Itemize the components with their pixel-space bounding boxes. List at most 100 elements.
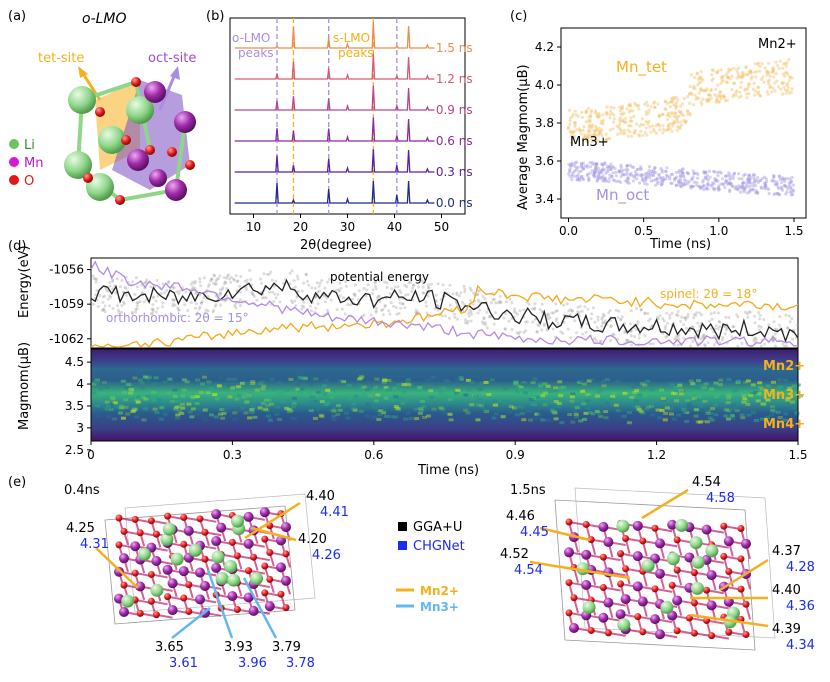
heatmap-cell — [635, 383, 641, 387]
energy-point — [481, 322, 485, 326]
heatmap-cell — [302, 376, 308, 380]
mn-atom — [581, 549, 592, 560]
magmom-point — [737, 95, 741, 99]
magmom-point — [790, 76, 794, 80]
magmom-point — [704, 187, 709, 191]
magmom-point — [654, 124, 658, 128]
energy-point — [354, 283, 357, 287]
li-atom — [689, 536, 703, 550]
heatmap-cell — [257, 406, 263, 410]
magmom-point — [583, 164, 587, 168]
energy-point — [210, 278, 214, 281]
magmom-point — [634, 172, 639, 176]
magmom-point — [717, 187, 722, 191]
heatmap-cell — [523, 387, 529, 391]
magmom-point — [767, 187, 771, 191]
heatmap-cell — [350, 407, 356, 411]
heatmap-cell — [733, 382, 739, 386]
xrd-trace — [234, 180, 435, 204]
energy-point — [651, 342, 655, 346]
magmom-point — [683, 121, 687, 125]
heatmap-cell — [571, 409, 577, 413]
magmom-point — [610, 111, 614, 115]
magmom-point — [670, 122, 674, 126]
energy-point — [414, 311, 418, 314]
magmom-point — [745, 191, 750, 195]
magmom-point — [728, 173, 732, 177]
li-atom — [691, 555, 705, 569]
mn-atom — [119, 607, 129, 617]
magmom-point — [595, 139, 599, 143]
heatmap-cell — [139, 381, 145, 385]
energy-point — [430, 282, 433, 286]
magmom-point — [599, 121, 603, 125]
o-atom — [725, 568, 733, 576]
magmom-point — [673, 121, 677, 125]
heatmap-cell — [397, 385, 403, 389]
magmom-point — [659, 167, 663, 171]
magmom-point — [687, 172, 691, 176]
magmom-point — [571, 130, 575, 134]
heatmap-cell — [764, 416, 770, 420]
magmom-point — [579, 165, 584, 169]
magmom-point — [617, 125, 621, 130]
energy-point — [718, 325, 722, 329]
energy-point — [98, 294, 102, 298]
magmom-point — [695, 72, 699, 76]
potential-energy-label: potential energy — [330, 270, 429, 284]
energy-point — [270, 278, 274, 282]
energy-point — [398, 289, 402, 293]
energy-point — [195, 302, 199, 306]
heatmap-cell — [427, 408, 433, 412]
magmom-point — [720, 177, 725, 181]
magmom-point — [756, 180, 760, 184]
magmom-point — [649, 179, 653, 183]
energy-point — [609, 325, 613, 329]
magmom-point — [643, 182, 647, 186]
energy-point — [316, 290, 319, 294]
energy-point — [490, 301, 493, 305]
magmom-point — [706, 183, 710, 187]
heatmap-cell — [135, 400, 141, 404]
heatmap-cell — [358, 409, 364, 413]
magmom-point — [742, 173, 746, 177]
energy-point — [684, 318, 688, 322]
energy-point — [306, 279, 309, 283]
o-atom — [737, 585, 745, 593]
magmom-point — [784, 64, 788, 68]
magmom-point — [686, 95, 690, 99]
o-atom — [690, 569, 698, 577]
heatmap-cell — [336, 404, 342, 408]
magmom-point — [699, 76, 704, 80]
energy-point — [483, 297, 487, 301]
heatmap-cell — [703, 408, 709, 412]
heatmap-cell — [91, 391, 97, 395]
energy-point — [172, 286, 176, 290]
heatmap-cell — [147, 403, 153, 407]
magmom-point — [652, 129, 656, 133]
magmom-point — [745, 96, 749, 100]
magmom-point — [731, 174, 735, 178]
heatmap-cell — [713, 381, 719, 385]
magmom-point — [660, 113, 665, 117]
magmom-point — [782, 85, 786, 89]
heatmap-cell — [552, 386, 558, 390]
magmom-point — [732, 171, 737, 176]
magmom-point — [622, 173, 626, 177]
magmom-point — [782, 177, 786, 181]
magmom-point — [743, 187, 747, 191]
o-atom — [587, 626, 595, 634]
heatmap-cell — [553, 417, 559, 421]
o-atom — [152, 530, 160, 538]
heatmap-cell — [649, 388, 655, 392]
heatmap-cell — [755, 399, 761, 403]
heatmap-cell — [451, 389, 457, 392]
energy-point — [398, 301, 402, 305]
o-atom — [266, 549, 274, 557]
heatmap-cell — [428, 389, 434, 393]
magmom-point — [612, 120, 616, 124]
heatmap-cell — [108, 407, 114, 411]
legend-gga-swatch — [398, 522, 407, 531]
energy-point — [404, 293, 407, 297]
heatmap-cell — [686, 401, 692, 405]
